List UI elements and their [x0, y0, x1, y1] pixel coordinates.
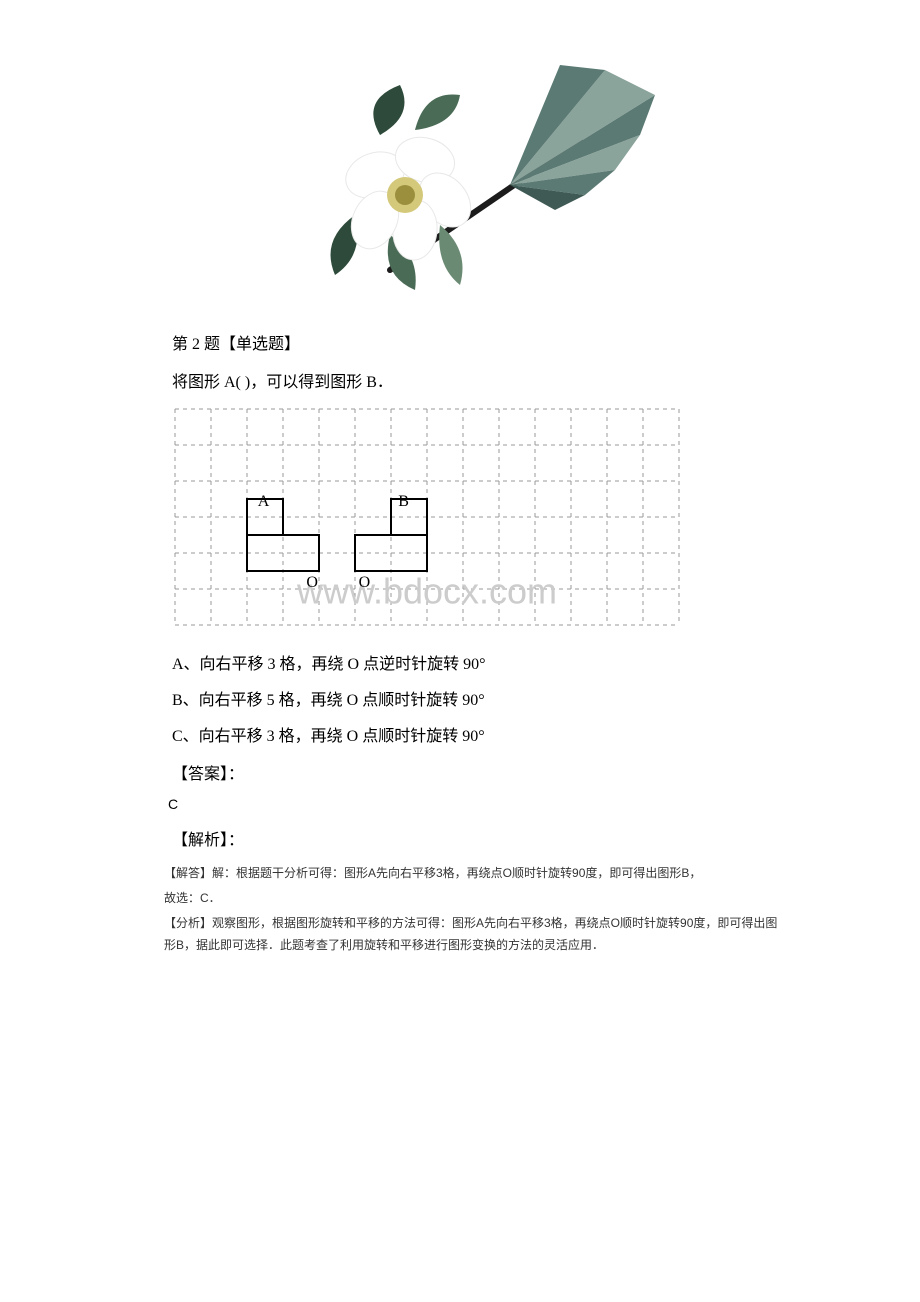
svg-text:A: A: [258, 493, 270, 510]
question-number-label: 第 2 题【单选题】: [140, 330, 780, 354]
decorative-flower-fan-image: [260, 40, 660, 300]
answer-value: C: [168, 796, 780, 812]
answer-label: 【答案】：: [140, 760, 780, 784]
analysis-label: 【解析】：: [140, 826, 780, 850]
question-grid-figure: www.bdocx.com A O B O: [172, 406, 682, 636]
svg-text:www.bdocx.com: www.bdocx.com: [296, 570, 557, 611]
therefore-line: 故选：C．: [164, 887, 780, 910]
svg-text:O: O: [359, 574, 371, 591]
option-c: C、向右平移 3 格，再绕 O 点顺时针旋转 90°: [140, 722, 780, 746]
analyze-line: 【分析】观察图形，根据图形旋转和平移的方法可得：图形A先向右平移3格，再绕点O顺…: [164, 912, 780, 958]
analysis-block: 【解答】解：根据题干分析可得：图形A先向右平移3格，再绕点O顺时针旋转90度，即…: [164, 862, 780, 957]
option-a: A、向右平移 3 格，再绕 O 点逆时针旋转 90°: [140, 650, 780, 674]
svg-text:B: B: [398, 493, 409, 510]
question-stem: 将图形 A( )，可以得到图形 B．: [140, 368, 780, 392]
option-b: B、向右平移 5 格，再绕 O 点顺时针旋转 90°: [140, 686, 780, 710]
solve-line: 【解答】解：根据题干分析可得：图形A先向右平移3格，再绕点O顺时针旋转90度，即…: [164, 862, 780, 885]
svg-text:O: O: [306, 574, 318, 591]
